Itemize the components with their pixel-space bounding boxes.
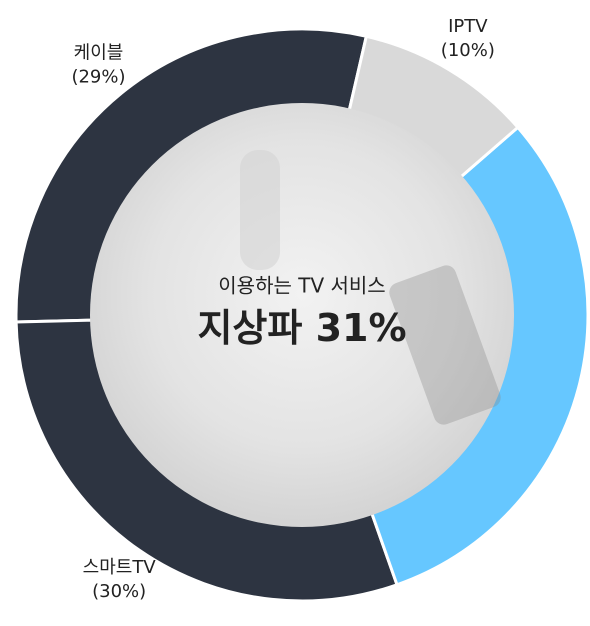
center-background (90, 103, 514, 527)
bg-remote (389, 265, 501, 425)
center-value: 지상파 31% (197, 306, 406, 350)
segment-percent: (10%) (441, 40, 495, 61)
segment-percent: (30%) (92, 581, 146, 602)
segment-name: 스마트TV (83, 557, 157, 578)
bg-shape (240, 150, 280, 270)
segment-label: 케이블 (29%) (71, 42, 125, 87)
center-category: 지상파 (197, 306, 302, 350)
segment-percent: (29%) (71, 66, 125, 87)
segment-label: 스마트TV (30%) (83, 557, 157, 602)
center-title: 이용하는 TV 서비스 (218, 274, 385, 298)
segment-name: IPTV (448, 16, 488, 37)
segment-name: 케이블 (74, 42, 124, 63)
segment-label: IPTV (10%) (441, 16, 495, 61)
center-percent: 31% (316, 306, 407, 350)
